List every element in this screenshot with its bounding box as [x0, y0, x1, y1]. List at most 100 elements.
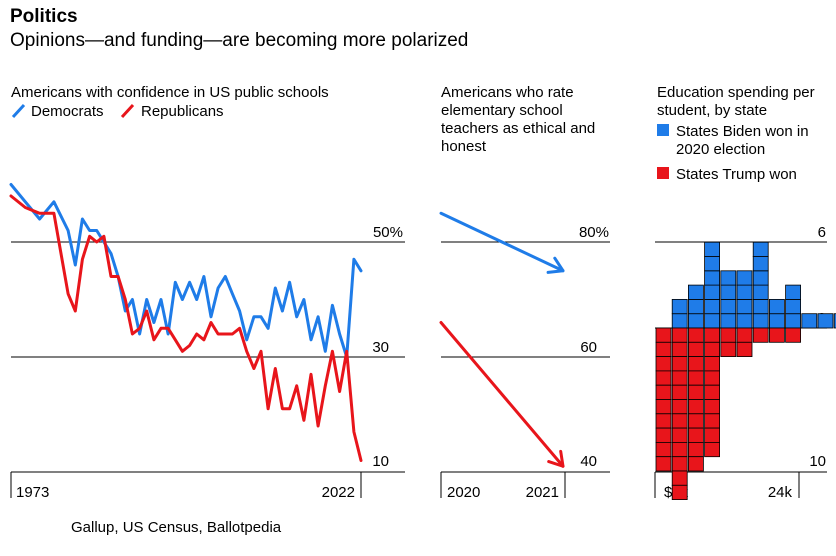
- trump-state-square: [671, 413, 688, 429]
- trump-state-square: [688, 413, 704, 429]
- biden-state-square: [785, 313, 801, 329]
- panel3-title-line1: Education spending per: [657, 84, 815, 101]
- panel1-plot: 50% 30 10 1973 2022: [10, 224, 405, 501]
- biden-state-square: [671, 298, 688, 315]
- legend-democrats-label: Democrats: [31, 103, 104, 120]
- biden-state-square: [752, 284, 769, 300]
- p3-ytick-6: 6: [818, 224, 826, 241]
- biden-state-square: [704, 313, 720, 329]
- trump-state-square: [785, 327, 801, 343]
- p1-ytick-30: 30: [372, 339, 389, 356]
- trump-state-square: [720, 327, 737, 343]
- biden-state-square: [817, 313, 834, 329]
- line-series-republicans: [9, 194, 363, 462]
- trump-state-square: [655, 427, 672, 443]
- trump-state-square: [688, 384, 704, 400]
- biden-state-square: [720, 298, 737, 315]
- biden-state-square: [671, 313, 688, 329]
- panel2-title-line3: teachers as ethical and: [441, 120, 595, 137]
- biden-state-square: [752, 313, 769, 329]
- legend-trump-swatch: [657, 167, 669, 179]
- trump-state-square: [752, 327, 769, 343]
- trump-state-square: [688, 370, 704, 386]
- p2-ytick-40: 40: [580, 453, 597, 470]
- panel2-plot: 80% 60 40 2020 2021: [440, 224, 610, 501]
- arrowhead-republicans: [547, 449, 565, 468]
- panel3-title-line2: student, by state: [657, 102, 767, 119]
- trump-state-square: [671, 484, 688, 500]
- trump-state-square: [688, 356, 704, 372]
- biden-state-square: [736, 270, 753, 286]
- legend-republicans-swatch: [120, 103, 135, 119]
- trump-state-square: [736, 327, 753, 343]
- trump-state-square: [671, 341, 688, 357]
- biden-state-square: [752, 241, 769, 257]
- p2-xtick-2020: 2020: [447, 484, 480, 501]
- arrowhead-democrats: [546, 256, 565, 274]
- biden-state-square: [801, 313, 818, 329]
- trump-state-square: [671, 399, 688, 415]
- p1-ytick-50: 50%: [373, 224, 403, 241]
- trump-state-square: [671, 427, 688, 443]
- biden-state-square: [720, 270, 737, 286]
- biden-state-square: [688, 284, 704, 300]
- biden-state-square: [704, 284, 720, 300]
- biden-state-square: [752, 270, 769, 286]
- trump-state-square: [655, 399, 672, 415]
- legend-biden-line2: 2020 election: [676, 141, 765, 158]
- chart-marks: [9, 183, 836, 500]
- legend-republicans-label: Republicans: [141, 103, 224, 120]
- trump-state-square: [671, 384, 688, 400]
- trump-state-square: [688, 456, 704, 472]
- trump-state-square: [704, 399, 720, 415]
- biden-state-square: [769, 313, 785, 329]
- panel2-title-line2: elementary school: [441, 102, 563, 119]
- trump-state-square: [704, 327, 720, 343]
- biden-state-square: [704, 241, 720, 257]
- p2-ytick-60: 60: [580, 339, 597, 356]
- trump-state-square: [671, 327, 688, 343]
- legend-republicans: Republicans: [120, 103, 224, 120]
- biden-state-square: [736, 313, 753, 329]
- biden-state-square: [720, 313, 737, 329]
- trump-state-square: [704, 356, 720, 372]
- p3-xtick-24k: 24k: [768, 484, 793, 501]
- biden-state-square: [704, 270, 720, 286]
- biden-state-square: [688, 298, 704, 315]
- arrow-line-republicans: [439, 321, 565, 468]
- trump-state-square: [671, 370, 688, 386]
- biden-state-square: [736, 298, 753, 315]
- trump-state-square: [655, 441, 672, 458]
- biden-state-square: [720, 284, 737, 300]
- line-series-democrats: [9, 183, 363, 359]
- chart-subtitle: Opinions—and funding—are becoming more p…: [10, 30, 469, 51]
- trump-state-square: [655, 413, 672, 429]
- legend-biden-line1: States Biden won in: [676, 123, 809, 140]
- trump-state-square: [655, 327, 672, 343]
- p2-xtick-2021: 2021: [526, 484, 559, 501]
- trump-state-square: [688, 399, 704, 415]
- trump-state-square: [720, 341, 737, 357]
- trump-state-square: [655, 341, 672, 357]
- p3-ytick-10: 10: [809, 453, 826, 470]
- biden-state-square: [785, 298, 801, 315]
- trump-state-square: [769, 327, 785, 343]
- legend-trump-label: States Trump won: [676, 166, 797, 183]
- p1-xtick-1973: 1973: [16, 484, 49, 501]
- trump-state-square: [704, 384, 720, 400]
- p1-xtick-2022: 2022: [322, 484, 355, 501]
- biden-state-square: [704, 298, 720, 315]
- trump-state-square: [688, 427, 704, 443]
- legend-democrats-swatch: [11, 103, 26, 119]
- panel3-title: Education spending per student, by state: [657, 84, 819, 119]
- legend-biden-swatch: [657, 124, 669, 136]
- panel2-title: Americans who rate elementary school tea…: [441, 84, 599, 155]
- panel1-title: Americans with confidence in US public s…: [11, 84, 329, 101]
- trump-state-square: [704, 341, 720, 357]
- p1-ytick-10: 10: [372, 453, 389, 470]
- biden-state-square: [752, 256, 769, 272]
- source-note: Gallup, US Census, Ballotpedia: [71, 519, 282, 536]
- biden-state-square: [833, 313, 836, 329]
- trump-state-square: [688, 327, 704, 343]
